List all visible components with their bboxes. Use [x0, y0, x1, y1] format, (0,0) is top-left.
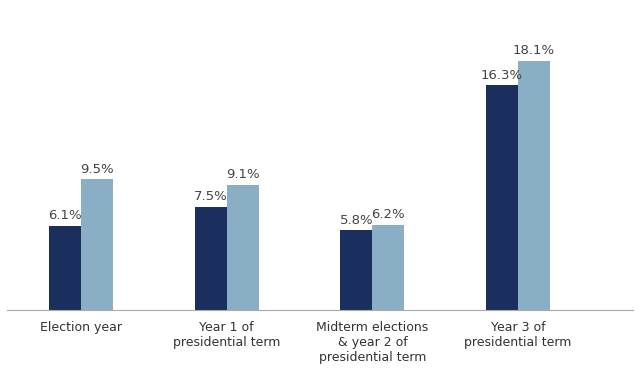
Bar [49, 226, 81, 310]
Text: 7.5%: 7.5% [194, 190, 228, 203]
Bar [486, 85, 518, 310]
Bar [340, 230, 372, 310]
Bar [518, 60, 550, 310]
Text: 6.1%: 6.1% [49, 210, 82, 223]
Text: 6.2%: 6.2% [372, 208, 405, 221]
Bar [81, 179, 113, 310]
Bar [227, 185, 259, 310]
Text: 9.5%: 9.5% [81, 162, 114, 175]
Text: 9.1%: 9.1% [226, 168, 260, 181]
Text: 18.1%: 18.1% [513, 44, 555, 57]
Text: 5.8%: 5.8% [340, 214, 373, 227]
Bar [195, 207, 227, 310]
Bar [372, 224, 404, 310]
Text: 16.3%: 16.3% [481, 69, 523, 82]
